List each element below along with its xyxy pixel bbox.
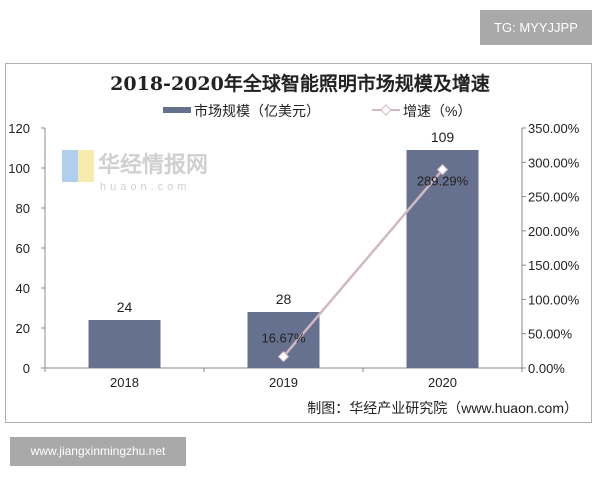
y-right-tick-label: 250.00% [528, 190, 580, 205]
y-left-tick-label: 100 [8, 161, 30, 176]
y-right-tick-label: 150.00% [528, 258, 580, 273]
bar-label: 24 [117, 299, 133, 315]
y-right-tick-label: 50.00% [528, 327, 573, 342]
bar-2018 [88, 320, 161, 368]
bar-label: 28 [276, 291, 292, 307]
legend-bar-swatch [163, 107, 191, 113]
logo-mark-yellow [78, 150, 94, 182]
chart-frame [5, 63, 592, 423]
legend-bar-label: 市场规模（亿美元） [194, 103, 320, 119]
y-left-tick-label: 120 [8, 121, 30, 136]
y-right-tick-label: 300.00% [528, 155, 580, 170]
y-left-tick-label: 20 [16, 321, 30, 336]
y-right-tick-label: 350.00% [528, 121, 580, 136]
y-left-tick-label: 40 [16, 281, 30, 296]
x-tick-label: 2018 [110, 375, 139, 390]
x-tick-label: 2019 [269, 375, 298, 390]
watermark-site: www.jiangxinmingzhu.net [10, 437, 186, 466]
growth-marker [436, 163, 449, 176]
logo-mark-blue [62, 150, 78, 182]
x-tick-label: 2020 [428, 375, 457, 390]
chart-title: 2018-2020年全球智能照明市场规模及增速 [110, 72, 490, 95]
logo-subtext: huaon.com [100, 181, 190, 193]
bar-2020 [406, 150, 479, 368]
growth-marker [277, 350, 290, 363]
legend-line-marker [380, 104, 392, 116]
growth-label: 289.29% [417, 174, 469, 189]
y-right-tick-label: 100.00% [528, 292, 580, 307]
logo-text: 华经情报网 [98, 152, 208, 177]
y-right-tick-label: 0.00% [528, 361, 565, 376]
legend-line-label: 增速（%） [403, 103, 471, 119]
y-left-tick-label: 60 [16, 241, 30, 256]
bar-label: 109 [431, 129, 455, 145]
growth-line [282, 168, 444, 358]
y-left-tick-label: 80 [16, 201, 30, 216]
y-right-tick-label: 200.00% [528, 224, 580, 239]
source-note: 制图：华经产业研究院（www.huaon.com） [307, 400, 578, 416]
watermark-tg: TG: MYYJJPP [480, 10, 592, 45]
growth-label: 16.67% [261, 331, 306, 346]
y-left-tick-label: 0 [23, 361, 30, 376]
